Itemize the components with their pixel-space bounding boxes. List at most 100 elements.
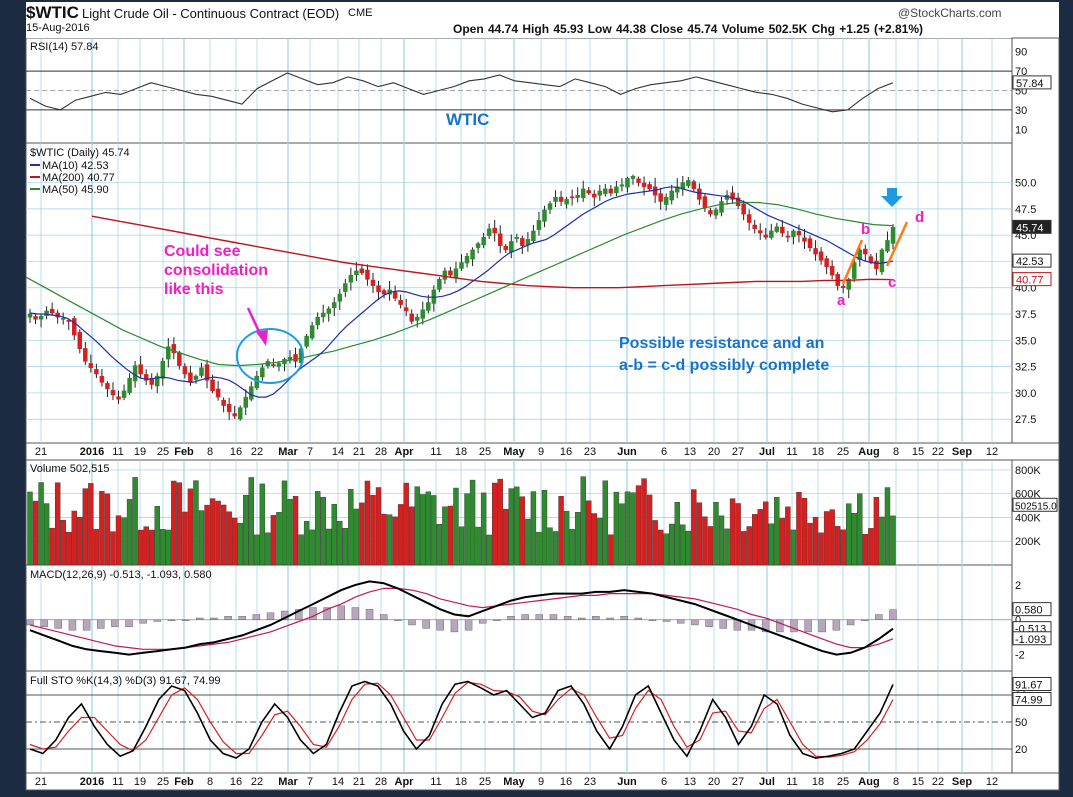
volume-bar [563,510,570,566]
volume-bar [115,515,122,566]
consolidation-line-1: Could see [164,243,241,260]
macd-y-tick: 2 [1015,580,1021,592]
volume-bar [486,534,492,566]
volume-bar [292,496,299,566]
volume-bar [209,498,216,566]
volume-bar [763,501,769,566]
volume-bar [187,488,194,566]
candle-body [398,299,403,305]
candle-body [320,312,326,318]
candle-body [608,188,614,194]
candle-body [381,290,387,295]
volume-bar [779,518,786,566]
x-tick-label: 25 [157,776,169,788]
volume-bar [431,495,437,566]
price-y-tick: 27.5 [1015,414,1036,426]
consolidation-line-3: like this [164,281,224,299]
candle-body [171,344,177,354]
macd-histogram-bar [846,619,855,626]
header-strip [26,2,1059,38]
x-tick-label: 16 [560,776,572,788]
macd-histogram-bar [790,619,798,633]
macd-histogram-bar [351,607,360,620]
macd-histogram-bar [818,619,826,633]
volume-bar [314,491,321,566]
x-tick-label: 18 [812,776,824,788]
candle-body [44,310,49,316]
pattern-leg-cd [885,221,909,267]
candle-body [719,201,724,213]
macd-y-tick: -2 [1015,650,1025,662]
volume-bar [99,491,105,566]
volume-bar [414,486,420,566]
x-tick-label: 11 [112,446,123,458]
candle-body [243,396,248,408]
macd-histogram-bar [125,619,133,627]
volume-bar [137,529,144,566]
candle-body [370,279,376,286]
volume-bar [82,488,89,566]
macd-histogram-bar [252,614,261,620]
candle-body [210,379,215,392]
volume-bar [254,534,260,566]
sto-badge [1012,676,1052,691]
candle-body [547,203,553,210]
macd-histogram-bar [40,619,48,627]
volume-bar [857,493,863,566]
candle-body [675,186,680,193]
x-tick-label: 22 [251,776,263,788]
volume-bar [375,487,382,566]
x-tick-label: Feb [174,446,194,458]
volume-bar [735,503,741,566]
volume-bar [298,534,304,566]
volume-bar [104,493,111,566]
candle-body [464,255,470,264]
candle-body [625,178,630,188]
volume-bar [243,495,249,566]
candle-body [840,286,846,288]
x-tick-label: Jun [617,446,637,458]
candle-body [105,383,110,389]
x-tick-label: 18 [812,446,824,458]
macd-histogram-bar [450,619,459,633]
volume-bar [713,502,719,566]
candle-body [641,182,647,188]
candle-body [509,241,514,253]
macd-histogram-bar [677,619,685,624]
candle-body [580,188,586,199]
candle-body [121,390,127,398]
candle-body [542,209,547,222]
x-tick-label: 9 [538,776,544,788]
macd-line [29,580,894,656]
volume-bar [663,533,669,566]
volume-bar [491,482,498,566]
rsi-y-tick: 90 [1015,47,1027,59]
candle-body [237,407,243,420]
macd-histogram-bar [436,619,444,631]
vol-y-tick: 800K [1015,465,1041,477]
volume-bar [790,529,797,566]
macd-histogram-bar [365,609,374,620]
candle-body [575,194,580,198]
macd-histogram-bar [578,617,586,620]
candle-body [780,226,785,234]
candle-body [774,226,780,232]
candle-body [879,249,885,273]
candle-body [636,178,641,183]
ma10-line [29,186,894,398]
macd-histogram-bar [648,619,657,621]
volume-bar [746,526,752,566]
volume-bar [630,492,636,566]
macd-badge-label: -1.093 [1015,634,1046,646]
legend-ma50: MA(50) 45.90 [42,184,109,196]
macd-histogram-bar [210,617,218,620]
macd-badge-label: 0.580 [1015,605,1043,617]
candle-body [846,279,851,290]
macd-histogram-bar [861,619,869,621]
price-panel-title: $WTIC (Daily) 45.74 [30,147,130,159]
candle-body [309,325,315,339]
candle-body [127,377,132,393]
x-tick-label: 25 [479,446,491,458]
candle-body [619,184,625,187]
